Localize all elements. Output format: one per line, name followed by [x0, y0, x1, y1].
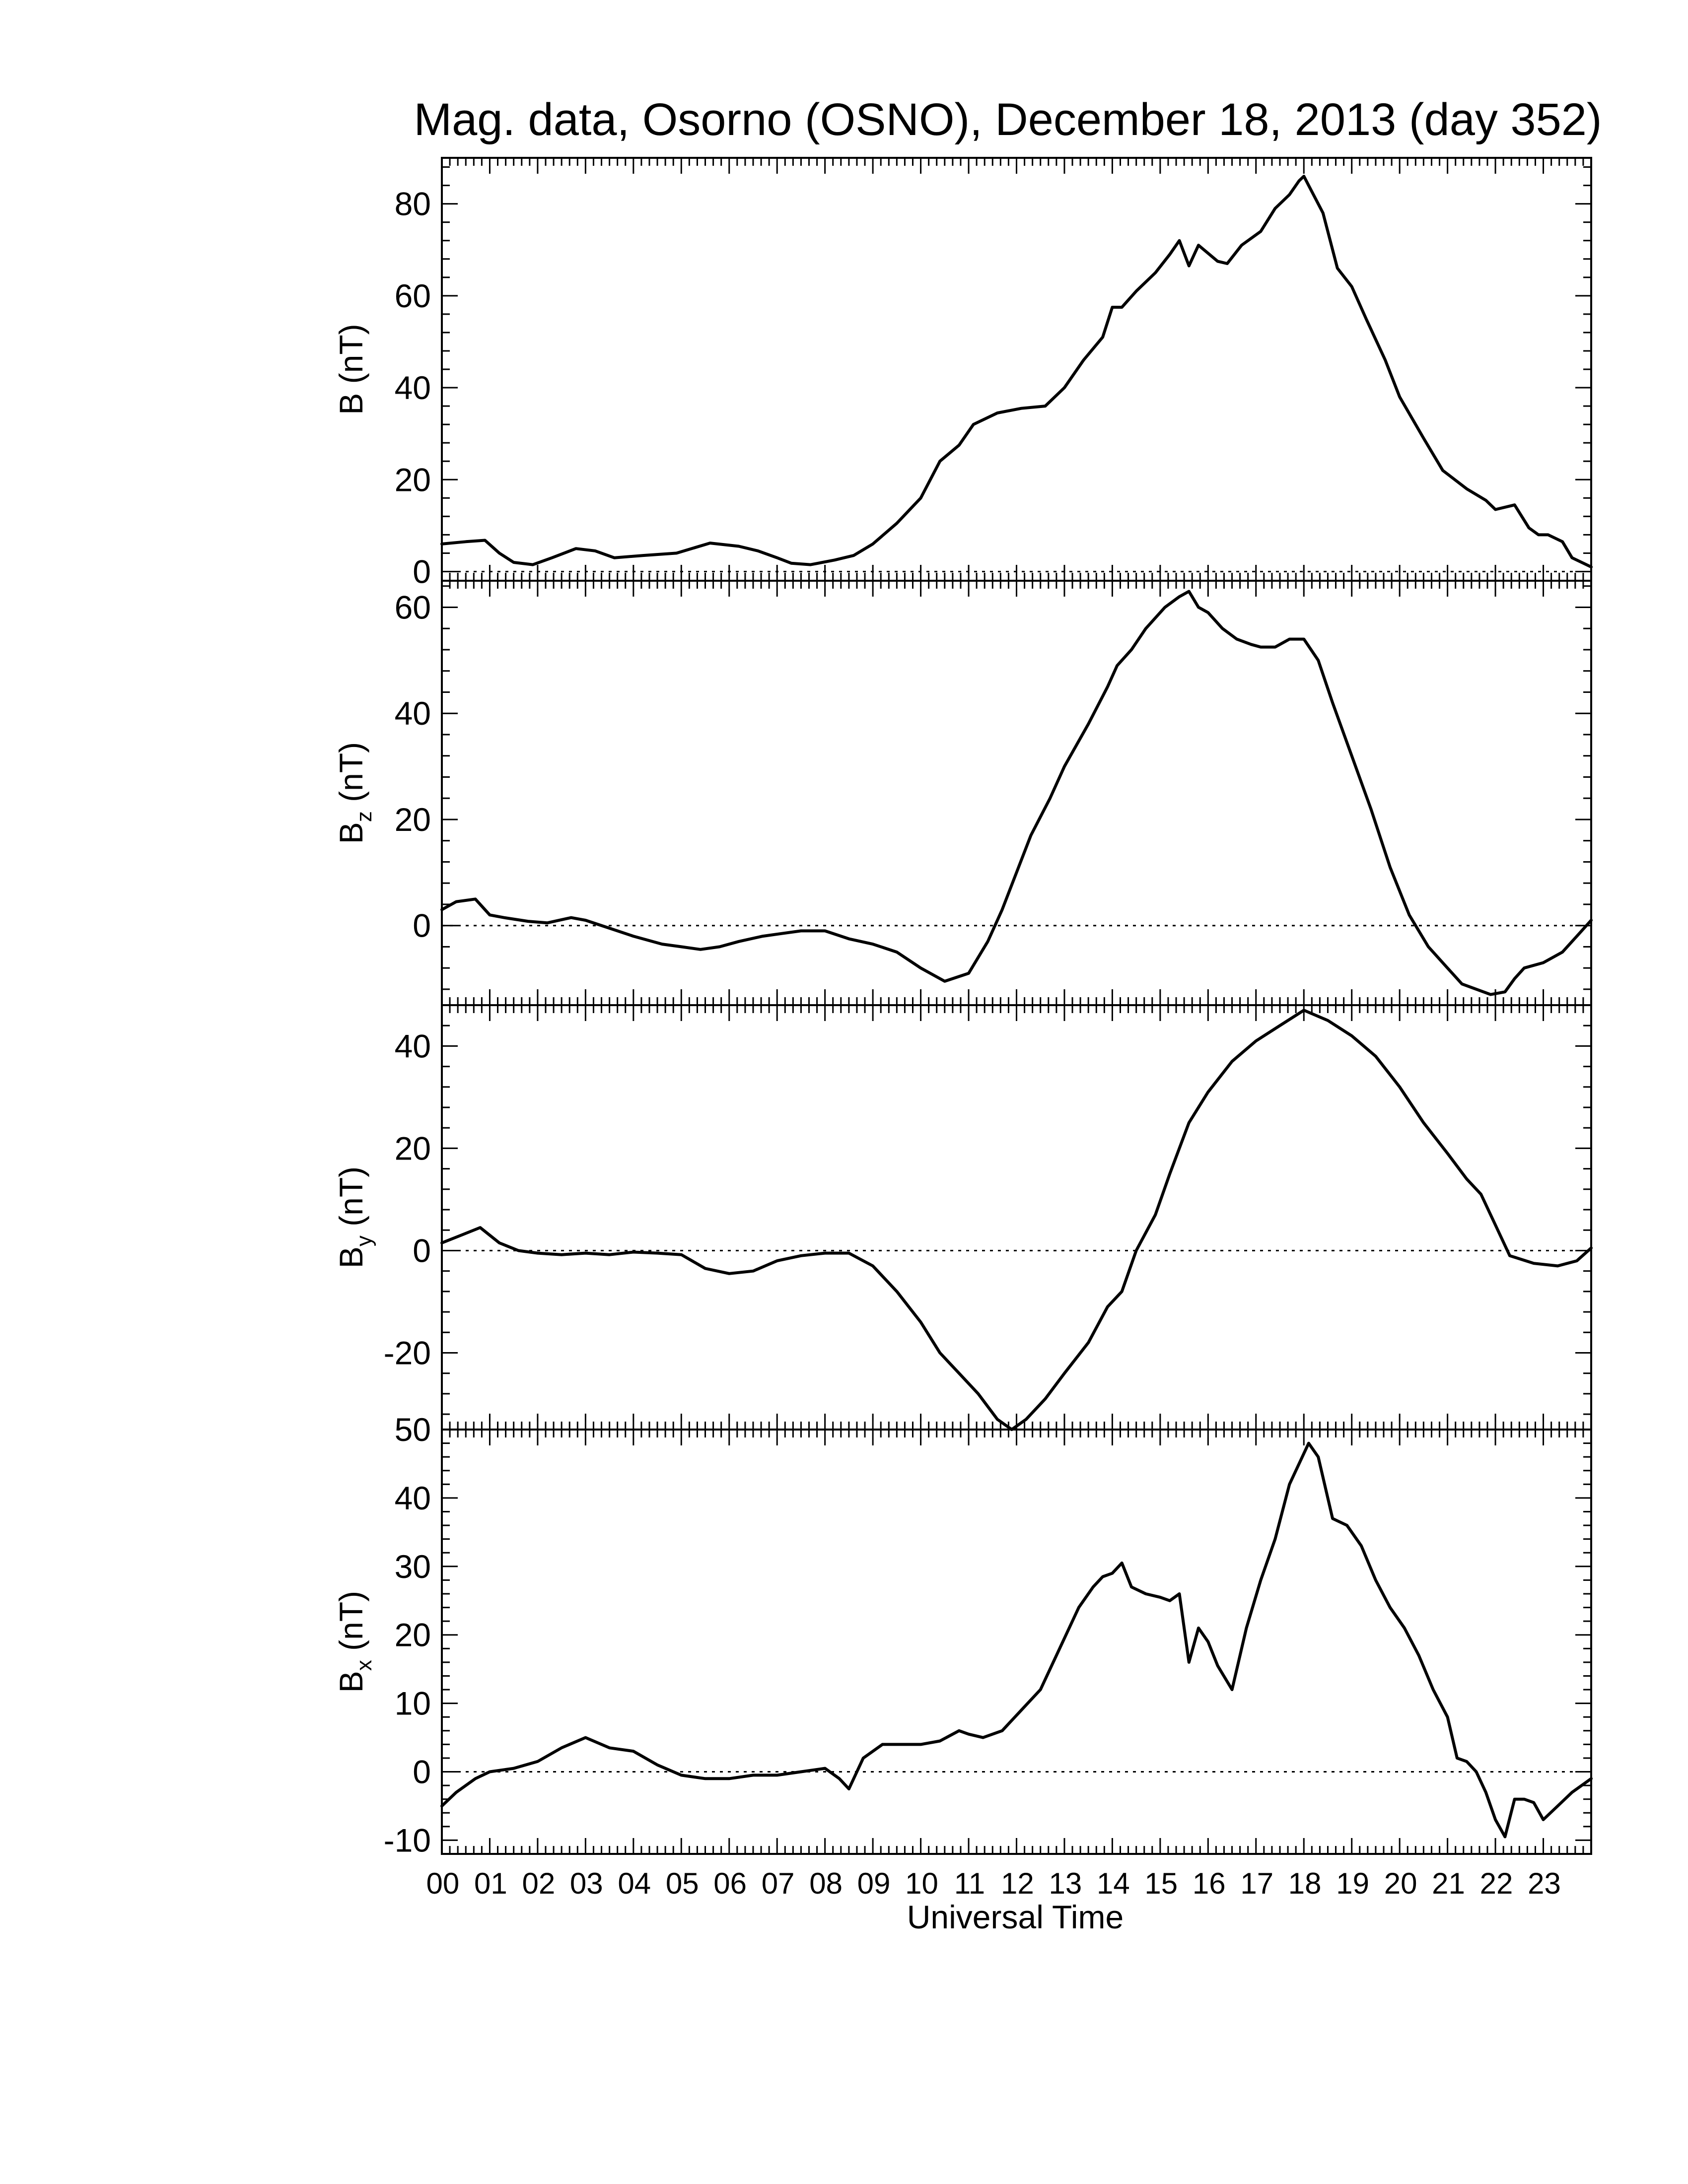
x-tick-label: 01	[474, 1867, 507, 1900]
x-tick-label: 12	[1001, 1867, 1034, 1900]
series-line-bz	[440, 590, 1593, 996]
y-tick-label: 20	[395, 801, 431, 838]
panel-bz: 0 20 40 60 Bz (nT)	[333, 580, 1593, 1006]
y-tick-label: -20	[384, 1334, 431, 1371]
x-tick-label: 06	[713, 1867, 747, 1900]
y-tick-label: 20	[395, 461, 431, 498]
panel-frame	[441, 157, 1592, 582]
y-tick-label: 40	[395, 369, 431, 406]
x-tick-label: 22	[1480, 1867, 1513, 1900]
x-tick-label: 02	[522, 1867, 555, 1900]
y-tick-label: 20	[395, 1130, 431, 1166]
panel-frame	[441, 1429, 1592, 1855]
chart-title: Mag. data, Osorno (OSNO), December 18, 2…	[414, 94, 1602, 145]
x-tick-label: 14	[1097, 1867, 1130, 1900]
y-axis-label: By (nT)	[333, 1166, 376, 1268]
x-tick-label: 15	[1144, 1867, 1178, 1900]
panel-b: 0 20 40 60 80 B (nT)	[333, 157, 1593, 590]
y-tick-label: 40	[395, 1480, 431, 1516]
x-tick-label: 17	[1240, 1867, 1273, 1900]
series-line-b	[440, 175, 1593, 569]
x-tick-label: 19	[1336, 1867, 1369, 1900]
x-tick-label: 08	[809, 1867, 843, 1900]
y-tick-label: 30	[395, 1548, 431, 1585]
x-tick-label: 09	[857, 1867, 891, 1900]
y-axis-label: Bx (nT)	[333, 1591, 376, 1693]
panel-frame	[441, 1004, 1592, 1431]
panel-by: -20 0 20 40 By (nT)	[333, 1004, 1593, 1431]
panel-bx: -10 0 10 20 30 40 50 Bx (nT)	[333, 1411, 1593, 1858]
series-line-by	[440, 1009, 1593, 1431]
x-tick-label: 13	[1049, 1867, 1082, 1900]
y-tick-label: 0	[413, 1232, 431, 1269]
y-tick-label: 60	[395, 589, 431, 625]
x-tick-label: 18	[1288, 1867, 1322, 1900]
x-tick-label: 07	[762, 1867, 795, 1900]
y-tick-label: 40	[395, 695, 431, 732]
y-tick-label: 20	[395, 1617, 431, 1653]
x-axis-tick-labels: 00 01 02 03 04 05 06 07 08 09 10 11 12 13 14 15 16 17 18 19…	[426, 1867, 1561, 1900]
x-tick-label: 05	[666, 1867, 699, 1900]
x-tick-label: 16	[1193, 1867, 1226, 1900]
panels-group: 0 20 40 60 80 B (nT) 0 20 40 60 Bz (nT) -20 0 20 40 By …	[333, 157, 1593, 1858]
y-tick-label: 0	[413, 1754, 431, 1790]
x-tick-label: 10	[905, 1867, 938, 1900]
y-tick-label: 50	[395, 1411, 431, 1448]
y-axis-label: Bz (nT)	[333, 742, 376, 844]
y-tick-label: 60	[395, 277, 431, 314]
x-tick-label: 20	[1384, 1867, 1417, 1900]
x-tick-label: 23	[1528, 1867, 1561, 1900]
y-tick-label: 0	[413, 553, 431, 590]
y-axis-label: B (nT)	[333, 324, 369, 414]
y-tick-label: 0	[413, 907, 431, 944]
y-tick-label: 80	[395, 186, 431, 222]
y-tick-label: 40	[395, 1027, 431, 1064]
x-tick-label: 21	[1432, 1867, 1465, 1900]
y-tick-label: 10	[395, 1685, 431, 1722]
x-axis-label: Universal Time	[907, 1899, 1124, 1935]
x-tick-label: 11	[954, 1867, 985, 1900]
x-tick-label: 04	[618, 1867, 651, 1900]
x-tick-label: 00	[426, 1867, 460, 1900]
x-tick-label: 03	[570, 1867, 603, 1900]
series-line-bx	[440, 1441, 1593, 1839]
y-tick-label: -10	[384, 1822, 431, 1858]
panel-frame	[441, 580, 1592, 1006]
